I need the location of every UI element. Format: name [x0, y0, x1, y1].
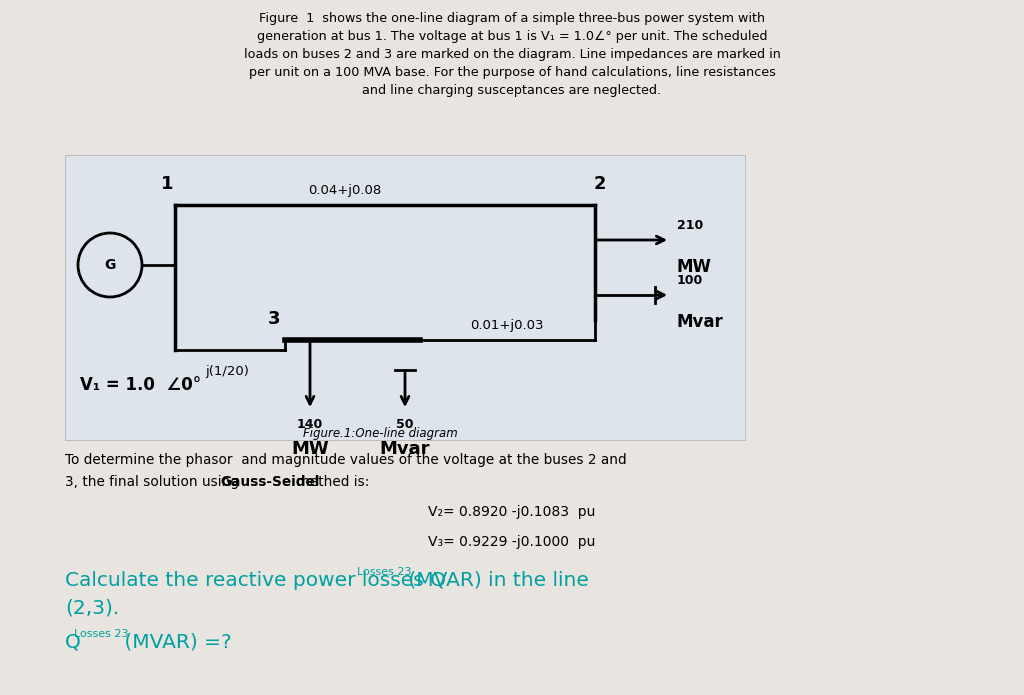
Text: Mvar: Mvar — [677, 313, 724, 331]
Text: 0.01+j0.03: 0.01+j0.03 — [470, 319, 544, 332]
Text: V₁ = 1.0  ∠0°: V₁ = 1.0 ∠0° — [80, 376, 201, 394]
Text: generation at bus 1. The voltage at bus 1 is V₁ = 1.0∠° per unit. The scheduled: generation at bus 1. The voltage at bus … — [257, 30, 767, 43]
Text: per unit on a 100 MVA base. For the purpose of hand calculations, line resistanc: per unit on a 100 MVA base. For the purp… — [249, 66, 775, 79]
Text: 50: 50 — [396, 418, 414, 431]
Text: 0.04+j0.08: 0.04+j0.08 — [308, 184, 382, 197]
Text: 100: 100 — [677, 274, 703, 287]
Text: Figure.1:One-line diagram: Figure.1:One-line diagram — [303, 427, 458, 440]
Text: 1: 1 — [161, 175, 173, 193]
Text: 140: 140 — [297, 418, 324, 431]
Text: Gauss-Seidel: Gauss-Seidel — [220, 475, 319, 489]
Text: (MVAR) =?: (MVAR) =? — [119, 633, 232, 652]
Text: Mvar: Mvar — [380, 440, 430, 458]
Text: Calculate the reactive power losses Q: Calculate the reactive power losses Q — [65, 571, 446, 590]
Text: To determine the phasor  and magnitude values of the voltage at the buses 2 and: To determine the phasor and magnitude va… — [65, 453, 627, 467]
Text: V₃= 0.9229 -j0.1000  pu: V₃= 0.9229 -j0.1000 pu — [428, 535, 596, 549]
Text: 2: 2 — [594, 175, 606, 193]
Text: 3: 3 — [267, 310, 280, 328]
Text: (2,3).: (2,3). — [65, 599, 119, 618]
Text: j(1/20): j(1/20) — [205, 365, 249, 378]
Text: 3, the final solution using: 3, the final solution using — [65, 475, 244, 489]
Text: 210: 210 — [677, 219, 703, 232]
Text: V₂= 0.8920 -j0.1083  pu: V₂= 0.8920 -j0.1083 pu — [428, 505, 596, 519]
Text: MW: MW — [677, 258, 712, 276]
Text: Losses 23: Losses 23 — [74, 629, 128, 639]
Text: loads on buses 2 and 3 are marked on the diagram. Line impedances are marked in: loads on buses 2 and 3 are marked on the… — [244, 48, 780, 61]
FancyBboxPatch shape — [65, 155, 745, 440]
Text: (MVAR) in the line: (MVAR) in the line — [402, 571, 589, 590]
Text: MW: MW — [291, 440, 329, 458]
Text: G: G — [104, 258, 116, 272]
Text: Losses 23: Losses 23 — [357, 567, 412, 577]
Text: Figure  1  shows the one-line diagram of a simple three-bus power system with: Figure 1 shows the one-line diagram of a… — [259, 12, 765, 25]
Text: and line charging susceptances are neglected.: and line charging susceptances are negle… — [362, 84, 662, 97]
Text: Q: Q — [65, 633, 81, 652]
Text: methed is:: methed is: — [293, 475, 370, 489]
